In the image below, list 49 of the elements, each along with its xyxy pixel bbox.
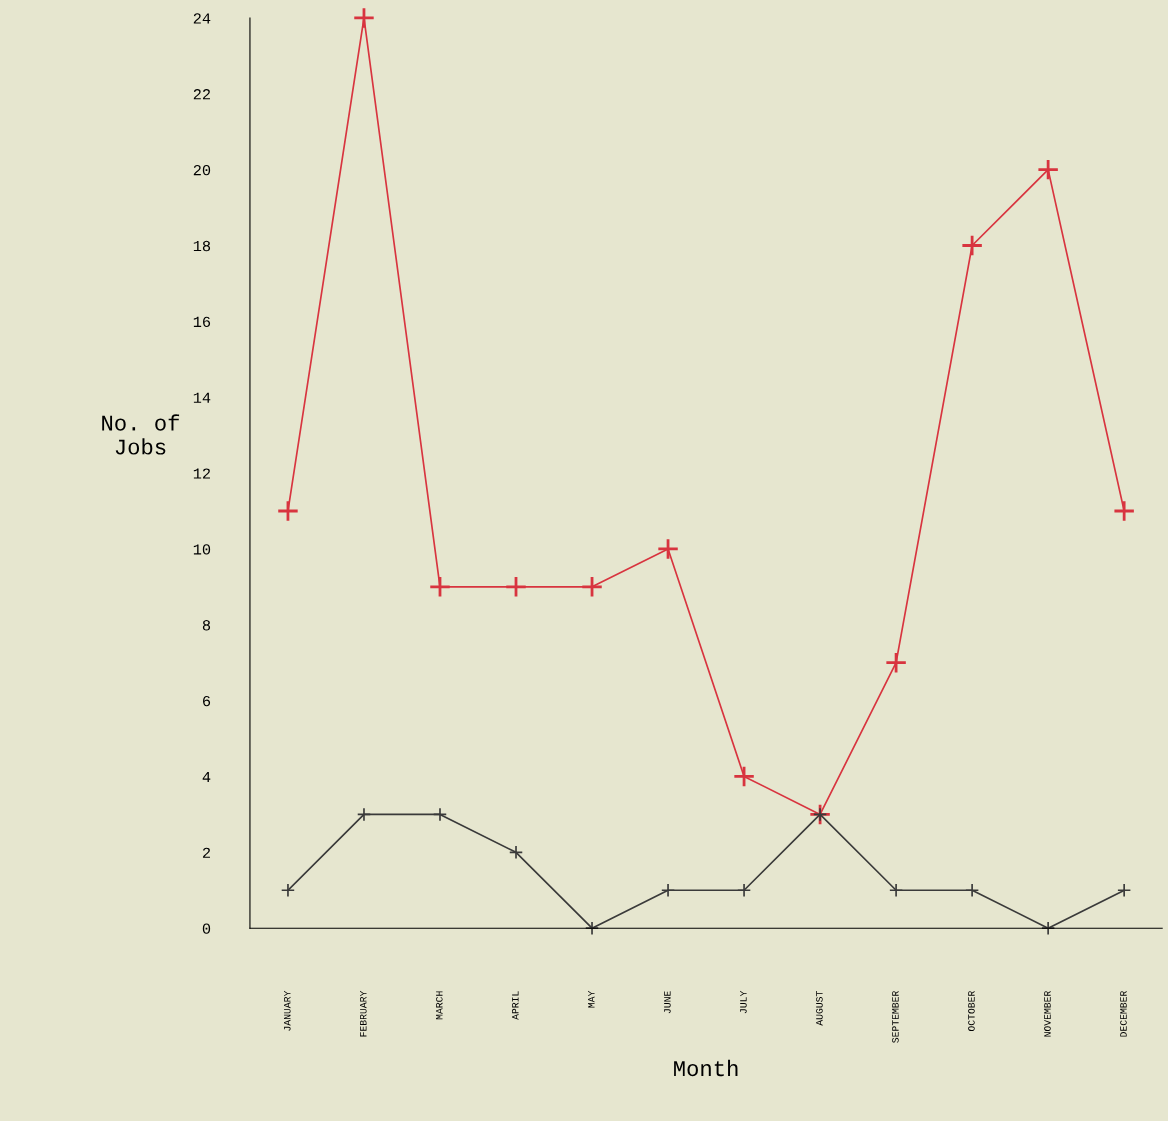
- x-axis-title: Month: [674, 1059, 738, 1077]
- x-tick-label: SEPTEMBER: [892, 990, 899, 1043]
- point: [276, 499, 300, 523]
- point: [732, 765, 756, 788]
- x-tick-label: MARCH: [436, 991, 443, 1020]
- point: [656, 537, 680, 561]
- point: [889, 883, 904, 898]
- y-tick-label: 2: [202, 847, 210, 858]
- point: [1117, 883, 1132, 898]
- point: [1041, 921, 1056, 936]
- point: [961, 234, 984, 257]
- point: [1113, 499, 1136, 523]
- point: [508, 845, 524, 860]
- x-tick-label: APRIL: [512, 991, 519, 1020]
- x-tick-label: JULY: [740, 990, 747, 1014]
- y-tick-label: 24: [193, 13, 211, 24]
- y-tick-label: 0: [202, 923, 211, 934]
- y-tick-label: 10: [193, 544, 211, 555]
- point: [432, 807, 448, 822]
- x-tick-label: NOVEMBER: [1044, 990, 1051, 1037]
- y-tick-label: 6: [203, 695, 211, 707]
- y-tick-label: 20: [193, 164, 211, 176]
- y-tick-label: 8: [202, 620, 211, 631]
- point: [1037, 158, 1060, 181]
- x-tick-label: DECEMBER: [1120, 990, 1127, 1037]
- point: [280, 883, 296, 898]
- point: [584, 921, 600, 936]
- point: [884, 651, 908, 674]
- y-axis-title: No. of Jobs: [102, 414, 180, 455]
- x-tick-label: OCTOBER: [968, 990, 975, 1032]
- point: [965, 883, 980, 898]
- x-tick-label: AUGUST: [816, 991, 823, 1026]
- point: [428, 575, 452, 598]
- y-tick-label: 18: [193, 240, 211, 252]
- point: [736, 883, 752, 898]
- y-tick-label: 22: [193, 89, 210, 100]
- point: [580, 575, 604, 598]
- point: [660, 883, 676, 898]
- x-tick-label: FEBRUARY: [360, 990, 367, 1037]
- x-tick-label: MAY: [588, 990, 595, 1008]
- y-tick-label: 4: [202, 771, 211, 783]
- point: [352, 6, 376, 30]
- y-tick-label: 16: [193, 316, 211, 328]
- y-tick-label: 14: [193, 392, 211, 403]
- point: [356, 807, 372, 822]
- x-tick-label: JANUARY: [284, 990, 291, 1031]
- point: [504, 575, 528, 598]
- y-tick-label: 12: [193, 468, 210, 479]
- x-tick-label: JUNE: [664, 991, 671, 1014]
